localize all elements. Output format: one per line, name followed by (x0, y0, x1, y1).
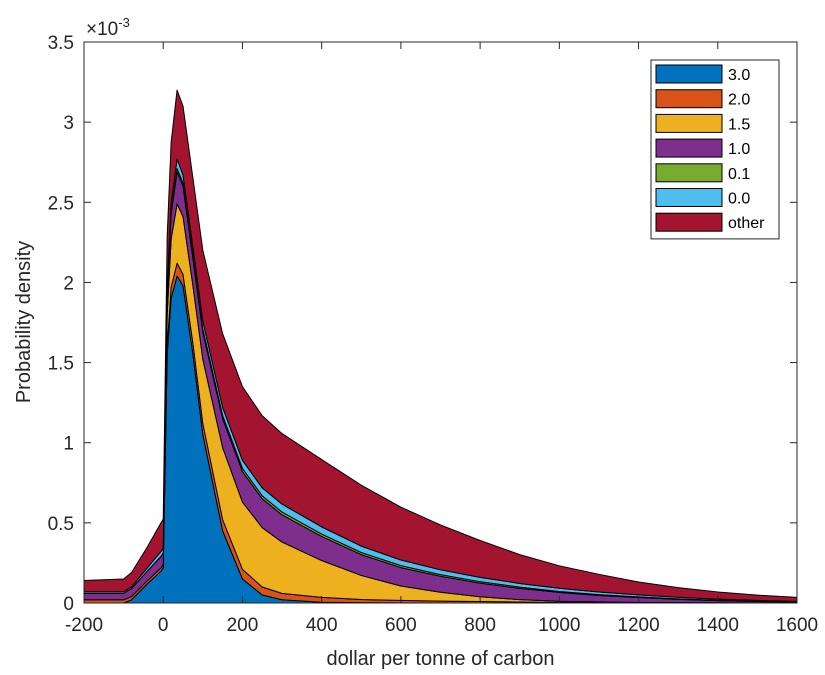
y-tick-label: 0.5 (48, 514, 74, 535)
legend-swatch-0-0 (655, 188, 723, 207)
x-tick-label: 200 (227, 615, 259, 636)
y-tick-label: 2 (63, 273, 74, 294)
x-tick-label: -200 (65, 615, 103, 636)
y-axis-exponent: ×10-3 (86, 15, 130, 40)
legend-label-0-0: 0.0 (728, 191, 750, 208)
y-tick-label: 1 (63, 434, 74, 455)
legend-swatch-1-0 (655, 138, 723, 158)
legend-label-1-0: 1.0 (728, 141, 750, 158)
y-tick-label: 0 (63, 594, 74, 615)
legend-swatch-other (655, 212, 723, 232)
y-tick-label: 1.5 (48, 354, 74, 375)
legend-label-1-5: 1.5 (728, 116, 750, 133)
x-axis-ticks: -200 0 200 400 600 800 1000 1200 1400 1600 (65, 42, 818, 636)
y-axis-ticks: 0 0.5 1 1.5 2 2.5 3 3.5 (48, 33, 797, 615)
x-tick-label: 800 (464, 615, 496, 636)
y-tick-label: 3 (63, 113, 74, 134)
legend-label-other: other (728, 215, 765, 232)
x-tick-label: 1200 (617, 615, 659, 636)
legend-label-2-0: 2.0 (728, 92, 750, 109)
legend-swatch-1-5 (655, 113, 723, 133)
x-tick-label: 1600 (776, 615, 818, 636)
legend-label-3-0: 3.0 (728, 67, 750, 84)
plot-box (83, 41, 798, 604)
y-tick-label: 2.5 (48, 193, 74, 214)
legend-label-0-1: 0.1 (728, 166, 750, 183)
x-tick-label: 400 (306, 615, 338, 636)
x-tick-label: 600 (385, 615, 417, 636)
x-tick-label: 1000 (538, 615, 580, 636)
x-tick-label: 0 (158, 615, 169, 636)
legend-swatch-3-0 (655, 64, 723, 84)
legend-swatch-0-1 (655, 163, 723, 183)
x-axis-label: dollar per tonne of carbon (327, 648, 555, 670)
legend-swatch-2-0 (655, 89, 723, 109)
y-axis-label: Probability density (13, 241, 35, 403)
y-tick-label: 3.5 (48, 33, 74, 54)
legend: 3.0 2.0 1.5 1.0 0.1 0.0 other (650, 59, 780, 240)
x-tick-label: 1400 (697, 615, 739, 636)
